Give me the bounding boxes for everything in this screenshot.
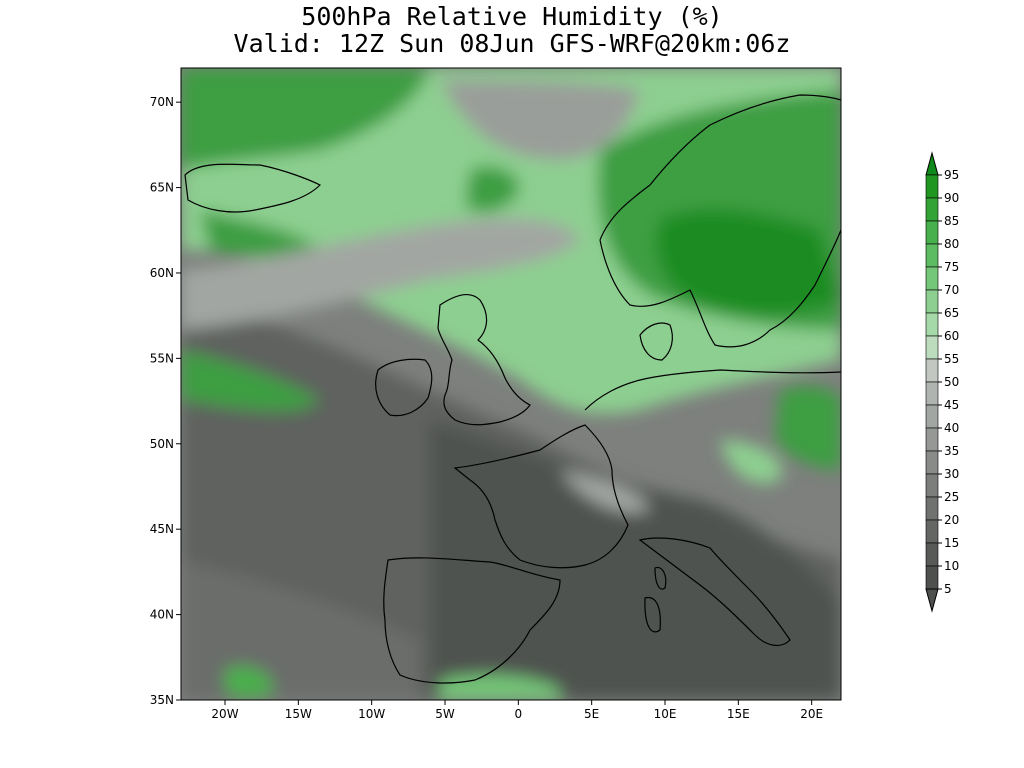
colorbar-label: 60 xyxy=(944,329,959,343)
colorbar-bin xyxy=(925,381,939,406)
coastline-scandinavia xyxy=(599,94,841,348)
colorbar-label: 80 xyxy=(944,237,959,251)
coastline-france xyxy=(453,424,629,569)
coastline-italy xyxy=(638,537,791,647)
colorbar-bin xyxy=(925,358,939,383)
lon-tick-label: 0 xyxy=(515,707,523,721)
coastline-iberia xyxy=(383,557,561,684)
lat-tick-label: 55N xyxy=(150,351,174,365)
colorbar-label: 55 xyxy=(944,352,959,366)
colorbar-bin xyxy=(925,243,939,268)
lon-tick-label: 10W xyxy=(358,707,385,721)
coastline-ireland xyxy=(375,358,433,417)
lon-tick-label: 5E xyxy=(584,707,599,721)
colorbar-bin xyxy=(925,496,939,521)
colorbar-label: 25 xyxy=(944,490,959,504)
lon-tick-label: 5W xyxy=(435,707,455,721)
lat-tick-label: 50N xyxy=(150,437,174,451)
colorbar-bin xyxy=(925,450,939,475)
colorbar-bin xyxy=(925,335,939,360)
map-subtitle: Valid: 12Z Sun 08Jun GFS-WRF@20km:06z xyxy=(233,29,791,58)
colorbar-bin xyxy=(925,197,939,222)
colorbar-label: 50 xyxy=(944,375,959,389)
coastline-corsica xyxy=(654,566,667,590)
coastline-continental-north xyxy=(584,369,841,411)
lon-tick-label: 15E xyxy=(727,707,750,721)
colorbar-bin xyxy=(925,519,939,544)
colorbar-bin xyxy=(925,473,939,498)
colorbar-bin xyxy=(925,542,939,567)
colorbar-label: 65 xyxy=(944,306,959,320)
colorbar-top-arrow xyxy=(925,151,939,176)
colorbar-bin xyxy=(925,266,939,291)
lat-tick-label: 40N xyxy=(150,608,174,622)
lon-tick-label: 10E xyxy=(654,707,677,721)
colorbar-bin xyxy=(925,220,939,245)
map-frame xyxy=(180,67,842,701)
map-title: 500hPa Relative Humidity (%) xyxy=(301,2,723,31)
lon-tick-label: 20E xyxy=(800,707,823,721)
latitude-axis: 70N 65N 60N 55N 50N 45N 40N 35N xyxy=(150,95,181,707)
coastlines xyxy=(184,94,841,684)
colorbar-bin xyxy=(925,427,939,452)
colorbar-label: 85 xyxy=(944,214,959,228)
colorbar-bin xyxy=(925,312,939,337)
lat-tick-label: 65N xyxy=(150,181,174,195)
colorbar-label: 70 xyxy=(944,283,959,297)
colorbar-label: 35 xyxy=(944,444,959,458)
colorbar-label: 75 xyxy=(944,260,959,274)
colorbar-bin xyxy=(925,404,939,429)
lat-tick-label: 35N xyxy=(150,693,174,707)
colorbar-label: 95 xyxy=(944,168,959,182)
lat-tick-label: 45N xyxy=(150,522,174,536)
lat-tick-label: 60N xyxy=(150,266,174,280)
colorbar-bin xyxy=(925,174,939,199)
colorbar-label: 5 xyxy=(944,582,952,596)
colorbar-label: 30 xyxy=(944,467,959,481)
colorbar-label: 10 xyxy=(944,559,959,573)
colorbar-label: 45 xyxy=(944,398,959,412)
colorbar-bin xyxy=(925,289,939,314)
coastline-sardinia xyxy=(644,596,661,633)
lat-tick-label: 70N xyxy=(150,95,174,109)
colorbar-label: 90 xyxy=(944,191,959,205)
colorbar-label: 20 xyxy=(944,513,959,527)
colorbar-label: 15 xyxy=(944,536,959,550)
colorbar-bottom-arrow xyxy=(925,588,939,613)
coastline-denmark xyxy=(639,322,673,361)
colorbar: 95 90 85 80 75 70 65 60 55 50 45 40 35 30 25 20 15 10 5 xyxy=(925,151,959,613)
colorbar-label: 40 xyxy=(944,421,959,435)
longitude-axis: 20W 15W 10W 5W 0 5E 10E 15E 20E xyxy=(211,700,823,721)
lon-tick-label: 15W xyxy=(285,707,312,721)
colorbar-bin xyxy=(925,565,939,590)
coastline-great-britain xyxy=(437,293,531,426)
coastline-iceland xyxy=(184,163,322,213)
humidity-field xyxy=(181,68,841,700)
lon-tick-label: 20W xyxy=(211,707,238,721)
